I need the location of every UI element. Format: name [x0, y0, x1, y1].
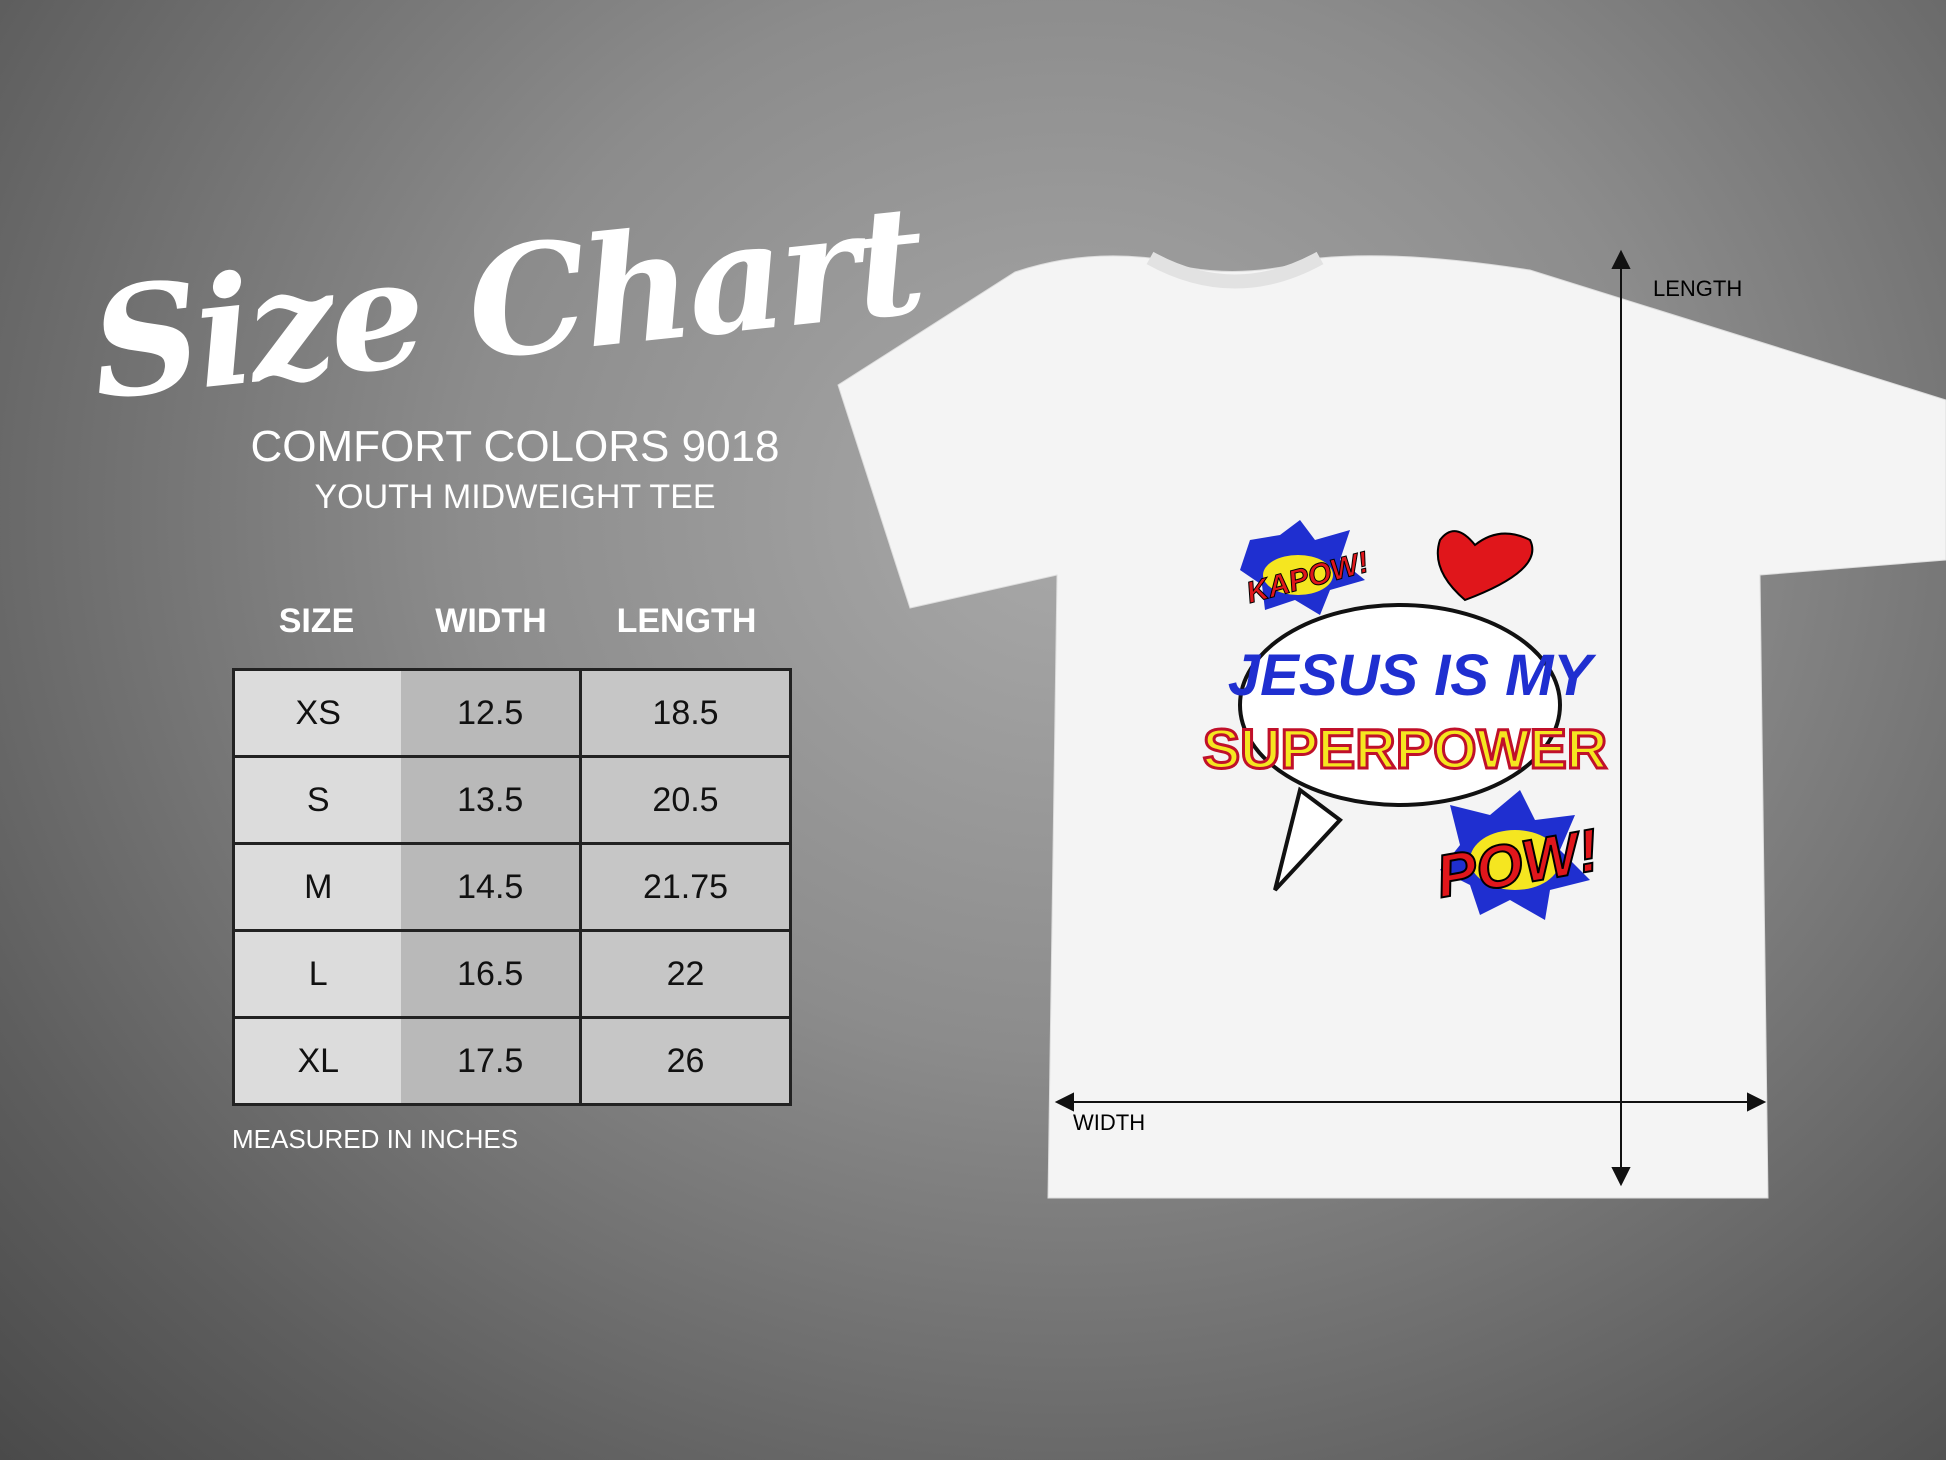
header-length: LENGTH: [616, 602, 757, 640]
width-cell: 12.5: [401, 668, 583, 758]
product-subtitle: YOUTH MIDWEIGHT TEE: [314, 478, 716, 516]
table-row: XS 12.5 18.5: [232, 668, 792, 758]
graphic-line-2: SUPERPOWER: [1203, 717, 1608, 780]
length-cell: 21.75: [579, 842, 792, 932]
length-cell: 18.5: [579, 668, 792, 758]
speech-bubble: [1238, 603, 1562, 807]
table-row: L 16.5 22: [232, 929, 792, 1019]
width-cell: 16.5: [401, 929, 583, 1019]
size-table: XS 12.5 18.5 S 13.5 20.5 M 14.5 21.75 L 16.5 22 XL 17…: [232, 668, 792, 1106]
header-size: SIZE: [278, 602, 355, 640]
width-arrow: [1054, 1092, 1767, 1112]
length-cell: 26: [579, 1016, 792, 1106]
size-cell: XS: [232, 668, 402, 758]
graphic-line-1: JESUS IS MY: [1228, 643, 1598, 708]
length-cell: 20.5: [579, 755, 792, 845]
size-cell: S: [232, 755, 402, 845]
size-cell: L: [232, 929, 402, 1019]
table-row: M 14.5 21.75: [232, 842, 792, 932]
brand-name: COMFORT COLORS 9018: [250, 422, 780, 471]
measurement-note: MEASURED IN INCHES: [232, 1124, 519, 1154]
length-arrow: [1611, 249, 1631, 1187]
size-cell: M: [232, 842, 402, 932]
width-label: WIDTH: [1073, 1110, 1145, 1135]
table-row: S 13.5 20.5: [232, 755, 792, 845]
width-cell: 14.5: [401, 842, 583, 932]
heart-icon: [1436, 530, 1534, 602]
width-cell: 13.5: [401, 755, 583, 845]
superhero-graphic: KAPOW! JESUS IS MY SUPERPOWER POW!: [1201, 520, 1609, 920]
length-cell: 22: [579, 929, 792, 1019]
length-label: LENGTH: [1653, 276, 1742, 301]
width-cell: 17.5: [401, 1016, 583, 1106]
header-width: WIDTH: [435, 602, 547, 640]
size-cell: XL: [232, 1016, 402, 1106]
table-row: XL 17.5 26: [232, 1016, 792, 1106]
